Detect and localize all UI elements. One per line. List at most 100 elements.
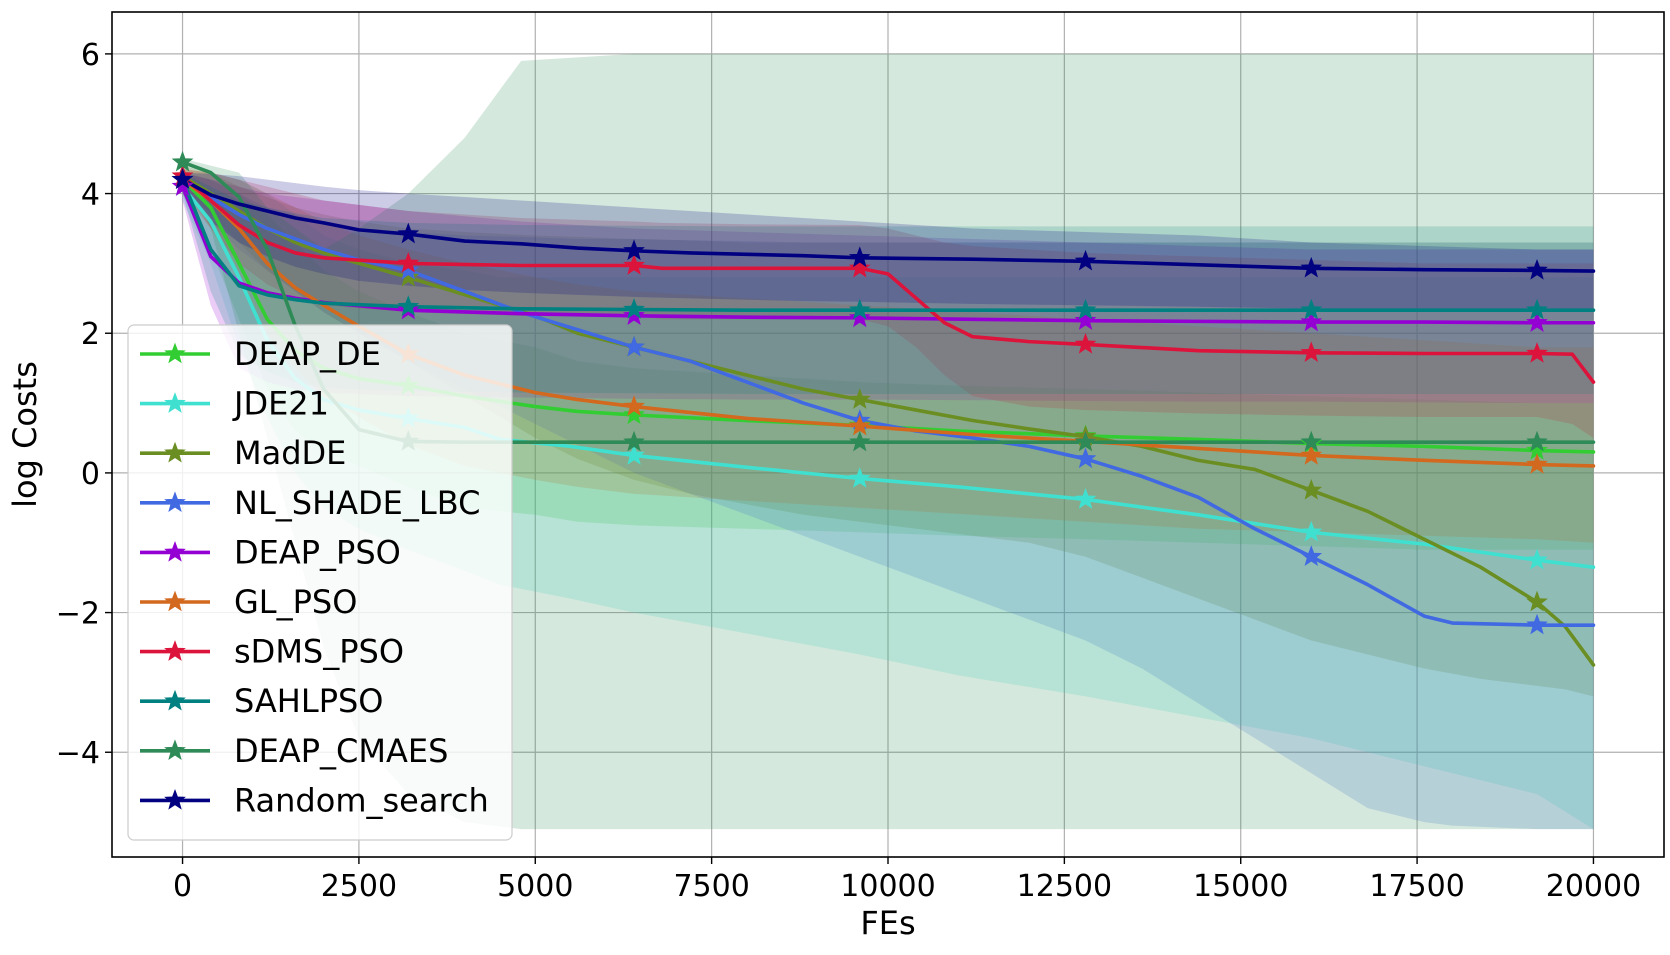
x-tick-label: 7500 [673,869,749,904]
y-axis-label: log Costs [6,361,44,508]
marker-sdms-pso [623,254,645,275]
marker-jde21 [1526,548,1548,570]
marker-jde21 [1074,488,1097,509]
marker-deap-cmaes [171,150,194,172]
legend-marker-deap-de [164,342,186,364]
legend-marker-gl-pso [164,590,186,612]
marker-gl-pso [1300,444,1323,465]
grid [112,12,1664,857]
y-tick-label: −2 [56,597,100,632]
legend-label-jde21: JDE21 [232,385,329,423]
marker-jde21 [1300,520,1323,542]
marker-deap-cmaes [623,430,645,452]
line-madde [180,174,1596,667]
marker-sdms-pso [1074,332,1097,354]
band-deap-de [182,172,1594,550]
marker-sdms-pso [1526,342,1548,363]
marker-random-search [1074,249,1097,271]
marker-deap-cmaes [1526,430,1548,452]
marker-sdms-pso [397,251,420,273]
line-sahlpso [180,177,1596,312]
band-nl-shade-lbc [182,172,1594,830]
series-markers [171,150,1548,635]
marker-jde21 [848,467,871,488]
marker-deap-cmaes [848,430,871,452]
marker-sdms-pso [1300,341,1323,363]
legend-label-gl-pso: GL_PSO [234,583,357,621]
legend-label-deap-pso: DEAP_PSO [234,533,401,571]
band-random-search [182,172,1594,309]
marker-random-search [397,222,420,244]
x-tick-label: 20000 [1546,869,1641,904]
marker-nl-shade-lbc [623,335,645,357]
line-deap-pso [180,184,1596,325]
band-jde21 [182,172,1594,830]
marker-gl-pso [848,414,871,436]
marker-nl-shade-lbc [1074,447,1097,469]
legend-label-deap-de: DEAP_DE [234,335,381,373]
legend-label-sdms-pso: sDMS_PSO [234,633,404,671]
legend-marker-random-search [164,788,186,810]
marker-gl-pso [1526,453,1548,474]
y-tick-label: 4 [81,178,100,213]
y-tick-label: 2 [81,317,100,352]
confidence-bands [182,53,1594,830]
y-tick-label: −4 [56,736,100,771]
legend-label-madde: MadDE [234,434,346,472]
x-tick-label: 2500 [321,869,397,904]
band-sahlpso [182,172,1594,394]
x-tick-label: 17500 [1369,869,1464,904]
marker-sahlpso [623,298,645,319]
marker-nl-shade-lbc [1300,545,1323,566]
marker-sahlpso [397,295,420,316]
marker-deap-cmaes [1300,430,1323,452]
line-sdms-pso [180,174,1596,384]
legend-marker-nl-shade-lbc [164,491,186,513]
x-tick-label: 5000 [497,869,573,904]
marker-madde [1526,590,1548,612]
band-madde [182,165,1594,697]
marker-deap-pso [171,175,194,196]
legend-label-deap-cmaes: DEAP_CMAES [234,732,448,770]
line-deap-cmaes [180,160,1596,444]
y-tick-label: 6 [81,38,100,73]
marker-deap-pso [623,304,645,326]
marker-madde [848,388,871,409]
legend: DEAP_DE JDE21 MadDE NL_SHADE_LBC DEAP_PSO GL_… [127,324,513,841]
marker-random-search [1300,256,1323,278]
marker-deap-pso [1074,309,1097,330]
x-axis-label: FEs [860,904,915,942]
x-tick-label: 15000 [1193,869,1288,904]
series-lines [180,160,1596,667]
marker-nl-shade-lbc [397,258,420,280]
marker-deap-cmaes [1074,430,1097,452]
marker-deap-pso [1526,311,1548,333]
line-nl-shade-lbc [180,177,1596,627]
marker-nl-shade-lbc [1526,613,1548,635]
marker-madde [397,265,420,287]
legend-marker-sdms-pso [164,640,186,661]
marker-random-search [848,246,871,268]
legend-label-sahlpso: SAHLPSO [234,682,383,720]
legend-marker-sahlpso [164,689,186,711]
legend-marker-deap-pso [164,540,186,562]
legend-marker-deap-cmaes [164,739,186,761]
marker-sahlpso [1074,298,1097,320]
marker-random-search [171,168,194,189]
legend-label-nl-shade-lbc: NL_SHADE_LBC [234,484,480,522]
band-sdms-pso [182,169,1594,438]
marker-jde21 [623,444,645,465]
marker-sahlpso [1300,298,1323,320]
x-tick-label: 12500 [1017,869,1112,904]
legend-marker-jde21 [164,392,186,413]
marker-sahlpso [848,298,871,320]
marker-deap-pso [1300,310,1323,332]
marker-gl-pso [623,395,645,416]
band-deap-pso [182,172,1594,404]
marker-sdms-pso [848,256,871,278]
x-tick-label: 10000 [840,869,935,904]
legend-box [127,324,513,841]
marker-madde [1300,478,1323,500]
